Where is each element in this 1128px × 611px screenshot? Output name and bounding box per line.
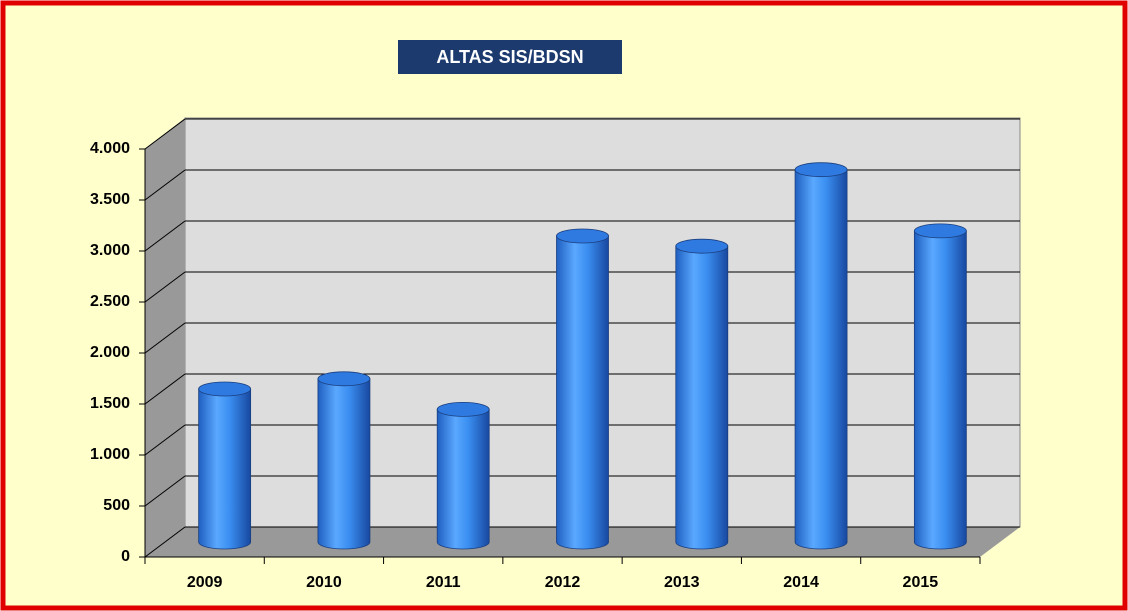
title-box (398, 40, 622, 74)
x-tick-label: 2009 (187, 574, 223, 591)
y-tick-label: 500 (103, 497, 130, 514)
grid-line (144, 169, 186, 201)
grid-line (144, 220, 186, 252)
x-tick-label: 2010 (306, 574, 342, 591)
bar-top (913, 223, 967, 239)
grid-line (144, 424, 186, 456)
bar (794, 169, 848, 550)
grid-line (144, 118, 186, 150)
x-tick-label: 2013 (664, 574, 700, 591)
bar-top (675, 238, 729, 254)
y-tick-label: 3.500 (90, 191, 130, 208)
bar-top (317, 371, 371, 387)
bar (198, 388, 252, 550)
bar-top (198, 381, 252, 397)
x-tick-label: 2012 (545, 574, 581, 591)
x-tick-label: 2011 (426, 574, 461, 591)
bar-top (794, 162, 848, 178)
y-tick-label: 1.500 (90, 395, 130, 412)
bar (556, 235, 609, 550)
grid-line (144, 373, 186, 405)
grid-line (144, 526, 186, 558)
grid-line (144, 322, 186, 354)
chart-title: ALTAS SIS/BDSN (436, 47, 583, 67)
x-tick-label: 2015 (903, 574, 939, 591)
bar-top (436, 401, 490, 417)
y-tick-label: 1.000 (90, 446, 130, 463)
y-tick-label: 2.000 (90, 344, 130, 361)
y-tick-label: 2.500 (90, 293, 130, 310)
bar (913, 230, 967, 550)
bar (436, 409, 490, 550)
grid-line (144, 271, 186, 303)
bar (317, 378, 371, 550)
y-tick-label: 3.000 (90, 242, 130, 259)
y-tick-label: 4.000 (90, 140, 130, 157)
grid-line (144, 475, 186, 507)
y-tick-label: 0 (121, 548, 130, 565)
bar-top (556, 228, 609, 244)
bar (675, 245, 729, 550)
x-tick-label: 2014 (783, 574, 819, 591)
